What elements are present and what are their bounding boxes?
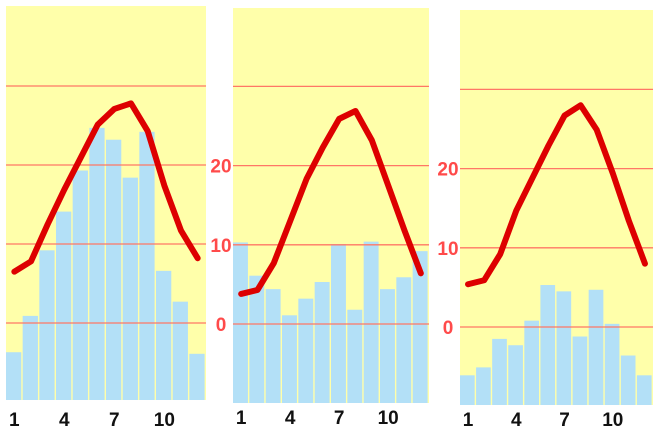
bar bbox=[189, 353, 205, 400]
bar bbox=[524, 320, 540, 405]
x-tick-label: 1 bbox=[463, 410, 474, 430]
line-series bbox=[238, 107, 424, 297]
x-tick-label: 10 bbox=[602, 410, 623, 430]
chart-panel-2: 0 10 20 1 4 7 10 bbox=[210, 8, 429, 429]
bar bbox=[396, 277, 412, 403]
bar bbox=[604, 323, 620, 405]
bar bbox=[156, 270, 172, 400]
x-tick-label: 4 bbox=[511, 410, 522, 430]
x-tick-label: 10 bbox=[154, 410, 175, 430]
bar bbox=[172, 301, 188, 400]
y-tick-label: 10 bbox=[437, 239, 458, 260]
bar bbox=[22, 315, 38, 400]
bar bbox=[233, 242, 248, 403]
bar bbox=[460, 375, 475, 405]
bar bbox=[282, 315, 297, 403]
y-tick-label: 0 bbox=[216, 315, 227, 336]
y-tick-label: 20 bbox=[437, 160, 458, 181]
x-tick-label: 4 bbox=[59, 410, 70, 430]
bar bbox=[89, 127, 105, 401]
line-series bbox=[465, 102, 648, 288]
bar bbox=[139, 131, 155, 400]
bar bbox=[476, 367, 491, 405]
bar bbox=[347, 309, 363, 403]
bar bbox=[572, 336, 588, 405]
y-tick-label: 20 bbox=[210, 157, 231, 178]
x-tick-label: 10 bbox=[378, 408, 399, 429]
bar bbox=[106, 139, 122, 400]
y-tick-label: 0 bbox=[443, 318, 454, 339]
bar bbox=[620, 355, 636, 405]
bar bbox=[540, 285, 556, 405]
x-tick-label: 1 bbox=[9, 410, 20, 430]
x-tick-label: 7 bbox=[559, 410, 570, 430]
bar bbox=[363, 241, 379, 403]
bar bbox=[6, 352, 22, 400]
x-tick-label: 7 bbox=[109, 410, 120, 430]
bar bbox=[265, 289, 281, 403]
bar bbox=[314, 282, 330, 403]
bar bbox=[72, 170, 88, 400]
bar bbox=[556, 291, 572, 405]
bar bbox=[39, 250, 55, 400]
x-tick-label: 7 bbox=[334, 408, 345, 429]
bar bbox=[492, 338, 507, 405]
bar bbox=[122, 177, 138, 400]
bar bbox=[508, 345, 523, 405]
bar bbox=[412, 251, 428, 403]
bar bbox=[298, 298, 314, 403]
x-tick-label: 4 bbox=[285, 408, 296, 429]
bar bbox=[636, 375, 652, 405]
bar bbox=[249, 275, 265, 403]
chart-panel-3: 0 10 20 1 4 7 10 bbox=[437, 10, 653, 430]
x-tick-label: 1 bbox=[236, 408, 247, 429]
line-series bbox=[11, 100, 201, 275]
bar bbox=[588, 289, 604, 405]
y-tick-label: 10 bbox=[210, 236, 231, 257]
chart-panel-1: 1 4 7 10 bbox=[6, 6, 206, 430]
bar bbox=[380, 289, 395, 403]
bar bbox=[56, 211, 72, 400]
